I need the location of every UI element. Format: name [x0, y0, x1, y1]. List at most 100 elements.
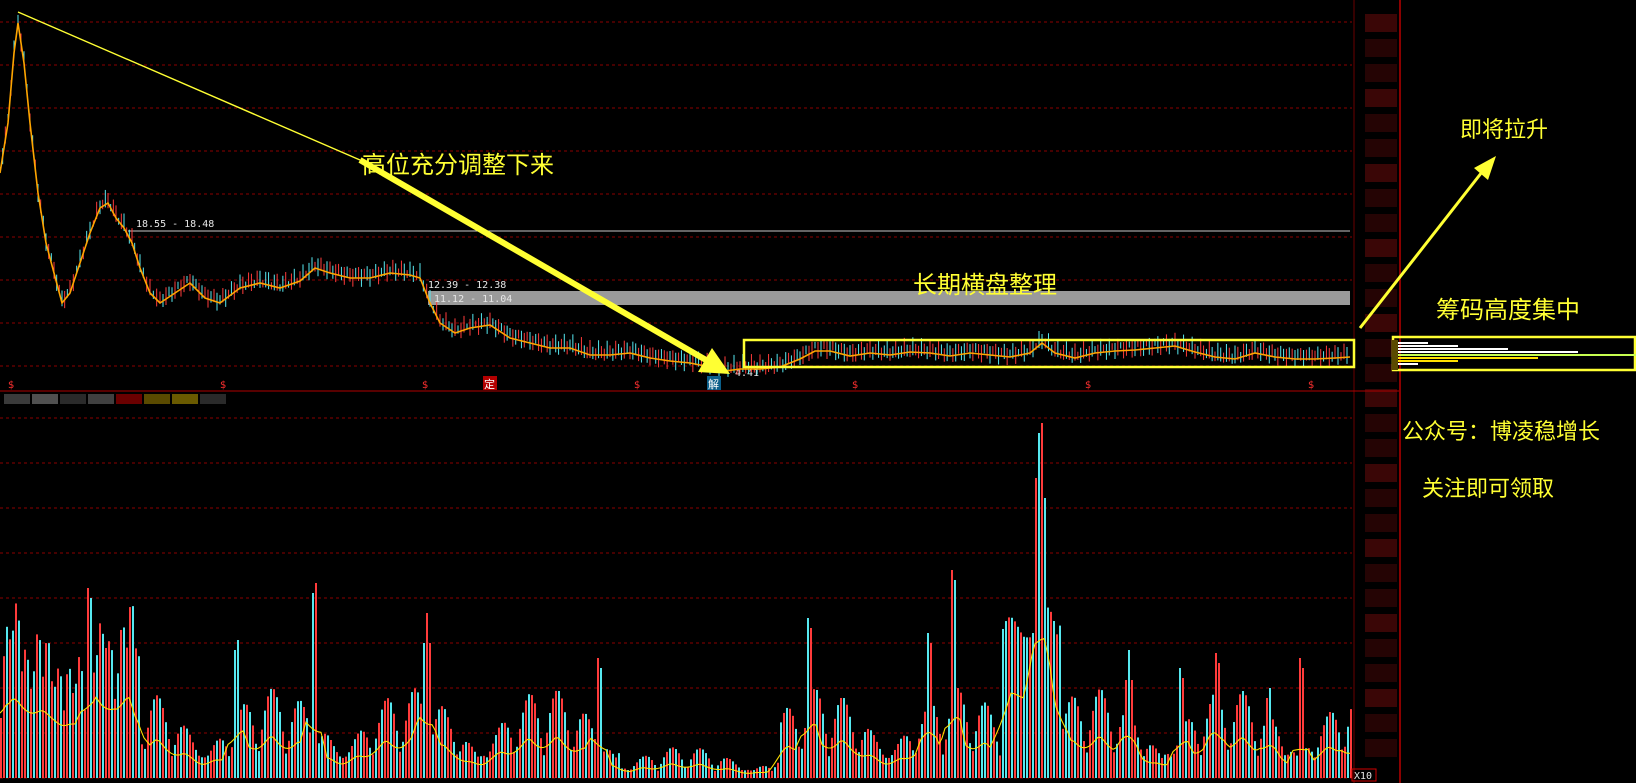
rise-arrow-head: [1474, 156, 1496, 180]
volume-bar: [438, 709, 440, 778]
volume-bar: [96, 655, 98, 778]
volume-bar: [861, 739, 863, 778]
volume-bar: [1005, 621, 1007, 778]
volume-bar: [1020, 632, 1022, 778]
volume-bar: [393, 713, 395, 778]
strip-cell: [1365, 639, 1397, 657]
volume-bar: [72, 692, 74, 778]
volume-bar: [348, 752, 350, 778]
volume-bar: [60, 676, 62, 778]
volume-bar: [1206, 718, 1208, 778]
volume-bar: [399, 751, 401, 778]
volume-bar: [924, 711, 926, 778]
volume-bar: [669, 748, 671, 778]
volume-bar: [1086, 752, 1088, 778]
strip-cell: [1365, 689, 1397, 707]
volume-bar: [90, 598, 92, 778]
volume-bar: [1149, 745, 1151, 778]
volume-bar: [180, 727, 182, 778]
volume-bar: [405, 720, 407, 778]
right-axis-strip: [1353, 0, 1397, 783]
volume-bar: [1320, 736, 1322, 778]
volume-bar: [897, 743, 899, 778]
volume-bar: [483, 755, 485, 778]
volume-bar: [576, 730, 578, 778]
volume-bar: [1056, 634, 1058, 778]
volume-bar: [1137, 737, 1139, 778]
volume-bar: [201, 757, 203, 778]
volume-bar: [510, 737, 512, 778]
volume-bar: [255, 743, 257, 778]
volume-bar: [963, 704, 965, 778]
volume-bar: [1224, 727, 1226, 778]
volume-bar: [954, 580, 956, 778]
volume-bar: [1326, 716, 1328, 778]
strip-cell: [1365, 14, 1397, 32]
volume-bar: [444, 709, 446, 778]
volume-bar: [696, 749, 698, 778]
volume-bar: [705, 753, 707, 778]
volume-bar: [1011, 617, 1013, 778]
volume-bar: [546, 732, 548, 778]
volume-bar: [1002, 628, 1004, 778]
volume-bar: [39, 640, 41, 778]
volume-bar: [492, 743, 494, 778]
volume-bar: [1044, 498, 1046, 778]
volume-bar: [1209, 704, 1211, 778]
marker-jie: 解: [708, 377, 719, 391]
volume-bar: [183, 725, 185, 778]
volume-bar: [81, 671, 83, 778]
chip-bar: [1398, 345, 1458, 347]
volume-bar: [1275, 726, 1277, 778]
volume-bar: [597, 658, 599, 778]
volume-bar: [591, 728, 593, 778]
volume-bar: [1134, 725, 1136, 778]
volume-bar: [264, 710, 266, 778]
volume-bar: [1317, 747, 1319, 778]
volume-bar: [252, 725, 254, 778]
volume-bar: [750, 770, 752, 778]
volume-bar: [396, 730, 398, 778]
strip-cell: [1365, 589, 1397, 607]
volume-bar: [171, 756, 173, 778]
volume-bar: [894, 749, 896, 778]
volume-bar: [528, 694, 530, 778]
strip-cell: [1365, 39, 1397, 57]
volume-bar: [687, 766, 689, 778]
volume-bar: [933, 705, 935, 778]
volume-bar: [507, 727, 509, 778]
volume-bar: [1170, 756, 1172, 778]
volume-bar: [909, 741, 911, 778]
price-level-band-12.39: [428, 291, 1350, 305]
strip-cell: [1365, 139, 1397, 157]
volume-bar: [1065, 713, 1067, 778]
chip-bar: [1398, 360, 1458, 362]
volume-bar: [831, 737, 833, 778]
volume-bar: [420, 703, 422, 778]
volume-bar: [711, 764, 713, 778]
indicator-swatch: [60, 394, 86, 404]
volume-bar: [378, 722, 380, 778]
volume-bar: [858, 752, 860, 778]
volume-bar: [21, 671, 23, 778]
volume-bar: [525, 700, 527, 778]
volume-bar: [930, 643, 932, 778]
volume-scale-label: X10: [1354, 771, 1372, 782]
volume-bar: [270, 688, 272, 778]
indicator-color-strip: [4, 394, 226, 404]
volume-bar: [1158, 753, 1160, 778]
volume-bar: [1050, 611, 1052, 778]
volume-bar: [1116, 743, 1118, 778]
strip-cell: [1365, 664, 1397, 682]
volume-bar: [870, 730, 872, 778]
price-level-label-18.55: 18.55 - 18.48: [136, 219, 214, 230]
volume-bar: [165, 722, 167, 778]
volume-bar: [267, 696, 269, 778]
volume-bar: [1059, 625, 1061, 778]
volume-bar: [249, 712, 251, 778]
volume-bar: [1242, 691, 1244, 778]
volume-bar: [3, 656, 5, 778]
volume-bar: [228, 756, 230, 778]
volume-bar: [1068, 702, 1070, 778]
volume-bar: [261, 729, 263, 778]
